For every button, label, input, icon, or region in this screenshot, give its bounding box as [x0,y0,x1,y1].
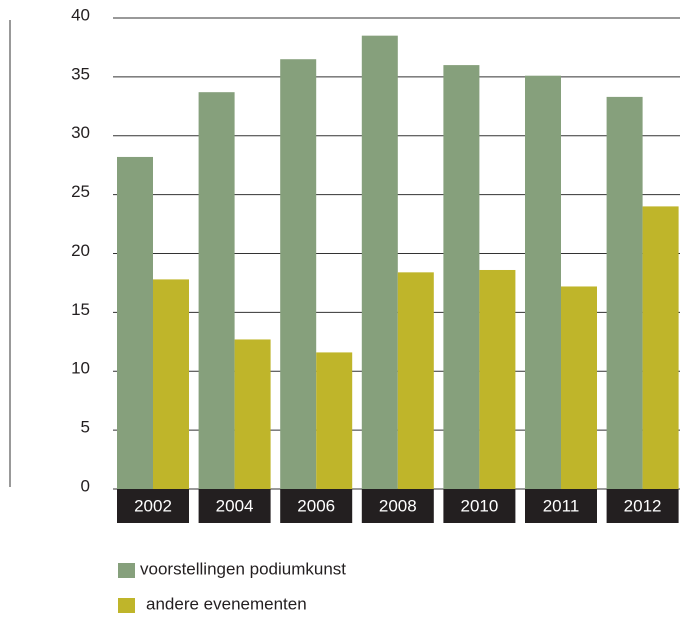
x-tick-label: 2010 [460,496,498,515]
bar [561,286,597,489]
y-tick-label: 25 [71,182,90,201]
bar [606,96,643,489]
x-tick-label: 2004 [216,496,254,515]
category-box [361,489,434,523]
x-tick-label: 2002 [134,496,172,515]
y-tick-label: 10 [71,359,90,378]
y-tick-label: 35 [71,64,90,83]
x-tick-label: 2006 [297,496,335,515]
bar [316,352,353,489]
category-box [606,489,679,523]
y-tick-label: 40 [71,5,90,24]
bar [479,269,516,489]
category-box [117,489,189,523]
y-tick-label: 30 [71,123,90,142]
x-tick-label: 2012 [624,496,662,515]
legend-swatch [118,563,135,578]
y-tick-label: 0 [81,476,90,495]
category-box [198,489,271,523]
legend-swatch [118,598,135,613]
bar [397,272,434,489]
bar [153,279,189,489]
category-box [443,489,516,523]
bar [234,339,271,489]
bar [443,65,480,489]
y-tick-label: 15 [71,300,90,319]
bar [361,35,398,489]
bar [117,156,153,489]
x-tick-label: 2011 [543,496,580,515]
y-tick-label: 5 [81,418,90,437]
category-box [525,489,597,523]
bar [198,92,235,490]
category-box [280,489,353,523]
bar [642,206,679,489]
x-tick-label: 2008 [379,496,417,515]
legend-label: voorstellingen podiumkunst [140,559,346,578]
legend-label: andere evenementen [146,594,307,613]
bar [280,59,317,490]
y-tick-label: 20 [71,241,90,260]
bar [525,75,561,489]
